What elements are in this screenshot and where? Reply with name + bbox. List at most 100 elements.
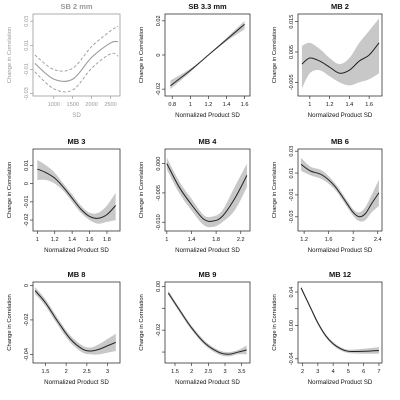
plot-frame — [164, 13, 251, 97]
x-tick-label: 1.8 — [212, 237, 220, 243]
confidence-band — [37, 159, 116, 224]
y-axis-label: Change in Correlation — [139, 162, 145, 218]
series-line — [166, 163, 248, 222]
chart-panel-1: SB 2 mm 1000 1500 2000 2500 -0.03 -0.01 0.01 0.0… — [7, 2, 121, 119]
y-tick-label: 0 — [24, 284, 30, 287]
x-tick-label: 3 — [316, 369, 319, 375]
y-axis-label: Change in Correlation — [7, 294, 13, 350]
series-line — [167, 292, 247, 355]
x-tick-label: 1.5 — [42, 369, 50, 375]
panel-title: MB 4 — [199, 137, 218, 146]
x-axis-label: Normalized Product SD — [175, 379, 240, 386]
y-tick-label: -0.03 — [24, 87, 30, 100]
panel-title: MB 2 — [331, 2, 349, 11]
x-tick-label: 2500 — [104, 102, 116, 108]
y-axis-label: Change in Correlation — [272, 294, 278, 350]
y-tick-label: -0.02 — [24, 214, 30, 227]
y-tick-label: -0.04 — [24, 348, 30, 361]
panel-title: MB 3 — [68, 137, 86, 146]
x-tick-label: 1 — [189, 102, 192, 108]
y-tick-label: 0.005 — [289, 45, 295, 59]
confidence-band — [166, 157, 247, 228]
x-tick-label: 1.5 — [171, 369, 179, 375]
y-axis-label: Change in Correlation — [139, 27, 145, 83]
confidence-band — [301, 18, 380, 89]
x-tick-label: 2000 — [85, 102, 97, 108]
y-axis-label: Change in Correlation — [272, 162, 278, 218]
chart-panel-2: SB 3.3 mm 0.8 1 1.2 1.4 1.6 -0.02 0 0.02 Normaliz… — [139, 2, 251, 119]
panel-title: MB 8 — [68, 270, 86, 279]
x-tick-label: 1.2 — [205, 102, 213, 108]
x-axis-label: Normalized Product SD — [44, 247, 109, 254]
plot-frame — [297, 13, 383, 97]
x-tick-label: 2 — [65, 369, 68, 375]
panel-title: MB 12 — [329, 270, 351, 279]
y-tick-label: 0.015 — [289, 15, 295, 29]
y-tick-label: 0.03 — [24, 16, 30, 27]
plot-frame — [164, 148, 251, 232]
confidence-band — [168, 290, 247, 357]
confidence-band — [170, 20, 245, 90]
x-tick-label: 1000 — [48, 102, 60, 108]
plot-frame — [32, 281, 121, 364]
x-tick-label: 1.6 — [325, 237, 333, 243]
x-tick-label: 2 — [352, 237, 355, 243]
series-line — [170, 23, 245, 87]
y-tick-label: 0.03 — [289, 146, 295, 157]
x-tick-label: 1.4 — [223, 102, 231, 108]
x-axis-label: Normalized Product SD — [308, 112, 373, 119]
x-tick-label: 5 — [347, 369, 350, 375]
x-tick-label: 4 — [332, 369, 335, 375]
y-tick-label: -0.04 — [289, 352, 295, 365]
upper-bound-line — [34, 25, 119, 72]
x-tick-label: 1.6 — [86, 237, 94, 243]
confidence-band — [301, 286, 379, 354]
confidence-band — [35, 287, 116, 355]
y-tick-label: -0.02 — [156, 83, 162, 96]
y-tick-label: 0 — [24, 182, 30, 185]
x-tick-label: 1 — [308, 102, 311, 108]
x-tick-label: 6 — [362, 369, 365, 375]
y-tick-label: -0.01 — [24, 63, 30, 76]
x-tick-label: 0.8 — [168, 102, 176, 108]
x-axis-label: Normalized Product SD — [175, 247, 240, 254]
x-axis-label: Normalized Product SD — [44, 379, 109, 386]
series-line — [34, 40, 119, 83]
y-tick-label: -0.01 — [24, 195, 30, 208]
plot-frame — [164, 281, 251, 364]
y-axis-label: Change in Correlation — [7, 27, 13, 83]
y-tick-label: 0.04 — [289, 287, 295, 298]
x-axis-label: Normalized Product SD — [308, 379, 373, 386]
y-tick-label: -0.02 — [156, 324, 162, 337]
x-tick-label: 1.2 — [326, 102, 334, 108]
series-line — [34, 290, 117, 352]
y-tick-label: 0.01 — [24, 160, 30, 171]
series-line — [37, 168, 117, 219]
x-tick-label: 3.5 — [238, 369, 246, 375]
lower-bound-line — [34, 52, 119, 93]
y-tick-label: 0.000 — [156, 157, 162, 171]
x-tick-label: 1 — [36, 237, 39, 243]
plot-frame — [32, 148, 121, 232]
x-tick-label: 2.5 — [204, 369, 212, 375]
x-tick-label: 2 — [190, 369, 193, 375]
y-tick-label: -0.02 — [24, 314, 30, 327]
chart-panel-6: MB 6 1.2 1.6 2 2.4 -0.03 -0.01 0.01 0.03 Normaliz… — [272, 137, 383, 254]
confidence-band — [301, 157, 379, 222]
x-tick-label: 2.2 — [237, 237, 245, 243]
x-axis-label: SD — [72, 112, 81, 119]
x-tick-label: 1.8 — [103, 237, 111, 243]
series-line — [300, 287, 379, 353]
x-axis-label: Normalized Product SD — [175, 112, 240, 119]
y-tick-label: 0.01 — [289, 168, 295, 179]
y-axis-label: Change in Correlation — [272, 27, 278, 83]
chart-panel-5: MB 4 1 1.4 1.8 2.2 -0.010 -0.005 0.000 Normalize… — [139, 137, 251, 254]
y-tick-label: -0.01 — [289, 189, 295, 202]
x-axis-label: Normalized Product SD — [308, 247, 373, 254]
x-tick-label: 1.6 — [241, 102, 249, 108]
plot-frame — [297, 148, 383, 232]
y-tick-label: 0.00 — [289, 320, 295, 331]
x-tick-label: 1.2 — [51, 237, 59, 243]
x-tick-label: 1.4 — [188, 237, 196, 243]
